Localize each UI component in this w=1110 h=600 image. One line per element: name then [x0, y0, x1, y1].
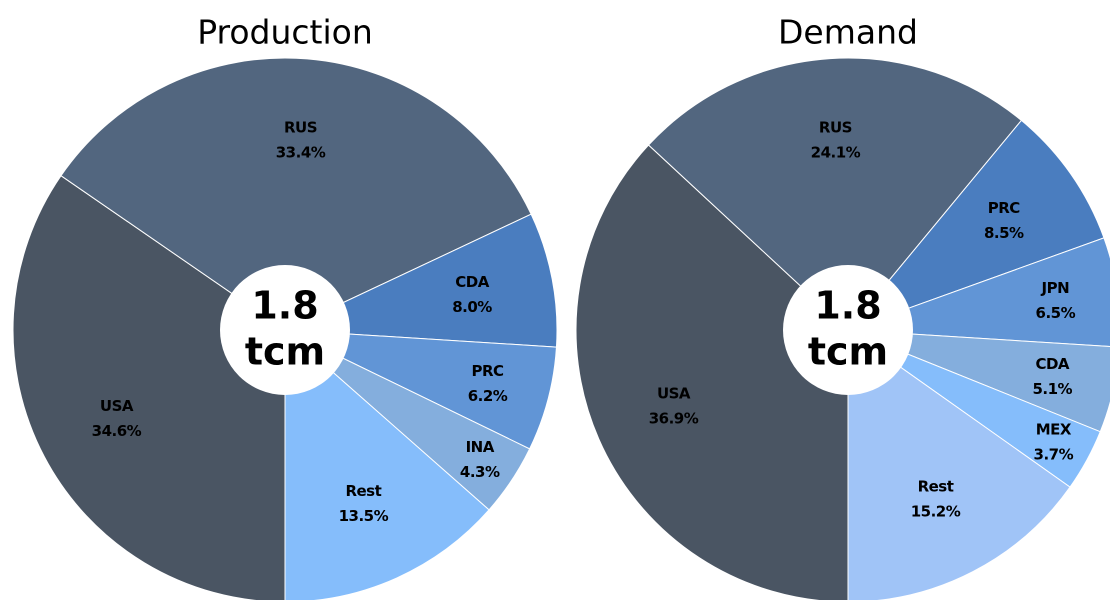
slice-value-label: 4.3%: [460, 463, 500, 481]
pie-slice: [60, 57, 532, 331]
chart-title: Demand: [778, 13, 918, 52]
center-label: 1.8: [251, 284, 318, 328]
pie-slice: [284, 213, 558, 348]
pie-slice: [284, 328, 490, 600]
pie-slice: [847, 329, 1071, 600]
center-hole: [220, 265, 350, 395]
slice-value-label: 5.1%: [1032, 380, 1072, 398]
slice-category: Rest: [345, 482, 381, 500]
slice-category: JPN: [1041, 279, 1070, 297]
slice-category: RUS: [819, 119, 852, 137]
center-label: tcm: [245, 330, 325, 374]
slice-category: CDA: [455, 273, 489, 291]
slice-category: MEX: [1036, 421, 1072, 439]
slice-category: USA: [657, 385, 691, 403]
slice-value-label: 6.2%: [468, 387, 508, 405]
slice-value-label: 6.5%: [1036, 304, 1076, 322]
pie-slice: [847, 237, 1110, 347]
slice-category: Rest: [918, 478, 954, 496]
center-label: tcm: [808, 330, 888, 374]
slice-category: RUS: [284, 119, 317, 137]
pie-slice: [846, 119, 1105, 332]
pie-slice: [647, 57, 1023, 331]
slice-category: PRC: [471, 362, 504, 380]
slice-value-label: 24.1%: [811, 144, 861, 162]
slice-value-label: 15.2%: [911, 503, 961, 521]
pie-slice: [575, 144, 849, 600]
slice-value-label: 36.9%: [649, 410, 699, 428]
pie-slice: [12, 175, 286, 600]
slice-category: PRC: [988, 199, 1021, 217]
chart-title: Production: [197, 13, 373, 52]
slice-value-label: 8.5%: [984, 224, 1024, 242]
center-hole: [783, 265, 913, 395]
slice-value-label: 8.0%: [452, 298, 492, 316]
slice-category: USA: [100, 397, 134, 415]
slice-category: INA: [466, 438, 495, 456]
slice-value-label: 34.6%: [92, 422, 142, 440]
center-label: 1.8: [814, 284, 881, 328]
slice-value-label: 3.7%: [1034, 446, 1074, 464]
slice-category: CDA: [1035, 355, 1069, 373]
slice-value-label: 13.5%: [339, 507, 389, 525]
slice-value-label: 33.4%: [276, 144, 326, 162]
